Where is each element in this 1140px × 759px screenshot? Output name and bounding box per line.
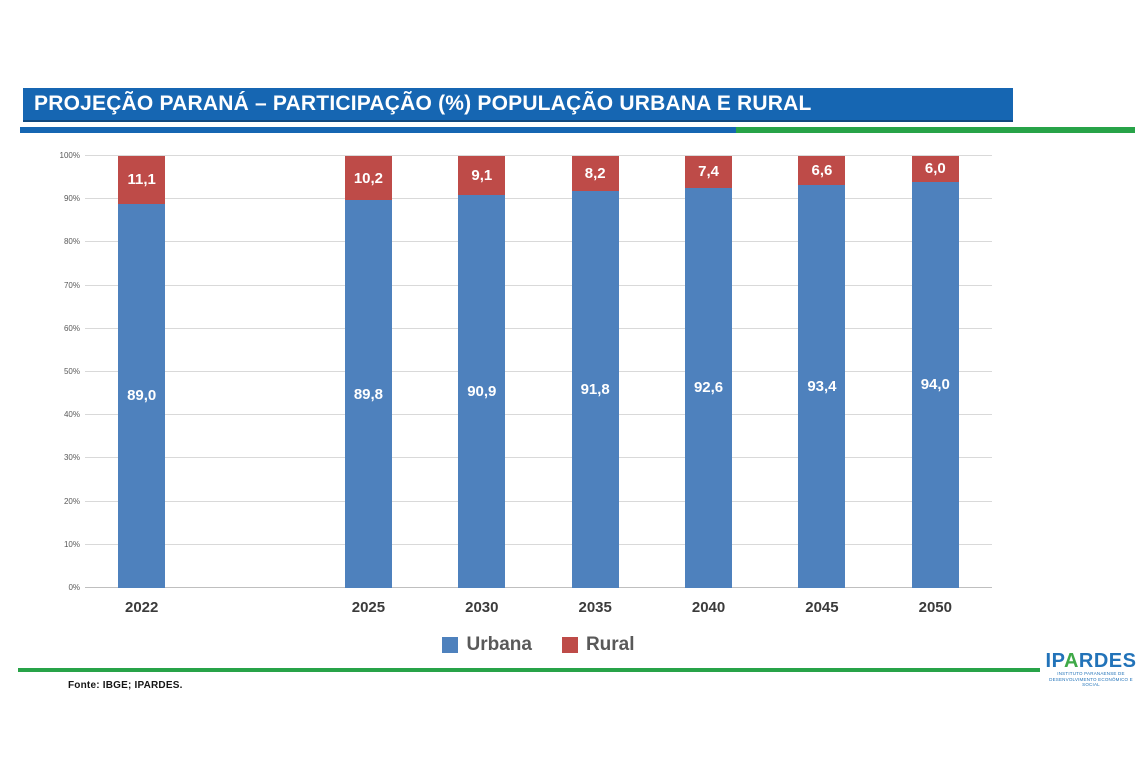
urbana-segment: 91,8 bbox=[571, 191, 619, 588]
x-axis-label: 2040 bbox=[691, 599, 726, 616]
rural-segment: 6,0 bbox=[911, 156, 959, 182]
rural-segment: 11,1 bbox=[118, 156, 166, 204]
urbana-segment: 90,9 bbox=[458, 195, 506, 588]
bar-2045: 6,6 93,4 bbox=[798, 156, 846, 588]
legend-item-rural: Rural bbox=[561, 634, 635, 656]
gridline bbox=[85, 500, 992, 502]
gridline bbox=[85, 587, 992, 588]
rural-segment: 8,2 bbox=[571, 156, 619, 192]
page-title: PROJEÇÃO PARANÁ – PARTICIPAÇÃO (%) POPUL… bbox=[34, 92, 812, 115]
rural-segment: 10,2 bbox=[344, 156, 392, 201]
urbana-value-label: 91,8 bbox=[580, 381, 610, 399]
urbana-segment: 93,4 bbox=[798, 184, 846, 588]
ipardes-logo: IPARDES INSTITUTO PARANAENSE DE DESENVOL… bbox=[1043, 650, 1139, 687]
gridline bbox=[85, 371, 992, 372]
bar-2050: 6,0 94,0 bbox=[911, 156, 959, 588]
x-axis-label: 2025 bbox=[351, 599, 386, 616]
y-axis-tick-label: 80% bbox=[63, 237, 80, 247]
urbana-segment: 89,8 bbox=[344, 200, 392, 588]
legend-item-urbana: Urbana bbox=[442, 634, 532, 656]
gridline bbox=[85, 155, 992, 156]
y-axis-tick-label: 50% bbox=[63, 367, 80, 376]
gridline bbox=[85, 198, 992, 200]
ipardes-logo-green-a: A bbox=[1063, 650, 1079, 672]
rural-value-label: 6,0 bbox=[924, 160, 946, 178]
urbana-swatch-icon bbox=[442, 637, 459, 653]
y-axis-tick-label: 100% bbox=[59, 151, 80, 160]
y-axis-tick-label: 70% bbox=[63, 280, 80, 290]
rural-value-label: 10,2 bbox=[353, 169, 384, 187]
y-axis-tick-label: 30% bbox=[63, 453, 80, 463]
y-axis-tick-label: 10% bbox=[63, 539, 80, 549]
rural-segment: 6,6 bbox=[798, 156, 846, 185]
urbana-value-label: 89,0 bbox=[127, 387, 157, 405]
urbana-value-label: 89,8 bbox=[353, 385, 384, 403]
title-underline-green bbox=[736, 127, 1135, 133]
y-axis-tick-label: 0% bbox=[68, 583, 80, 592]
gridline bbox=[85, 284, 992, 286]
urbana-value-label: 92,6 bbox=[693, 379, 724, 397]
urbana-value-label: 90,9 bbox=[467, 383, 497, 401]
y-axis-tick-label: 40% bbox=[63, 410, 80, 420]
x-axis-label: 2035 bbox=[578, 599, 612, 616]
y-axis-tick-label: 90% bbox=[63, 194, 80, 204]
bar-2022: 11,1 89,0 bbox=[118, 156, 166, 588]
footer-divider-line bbox=[18, 668, 1040, 672]
legend: Urbana Rural bbox=[85, 634, 992, 656]
x-axis-label: 2050 bbox=[918, 599, 952, 616]
ipardes-logo-tagline-1: INSTITUTO PARANAENSE DE bbox=[1057, 671, 1125, 676]
rural-segment: 9,1 bbox=[458, 156, 506, 196]
y-axis-tick-label: 60% bbox=[63, 323, 80, 333]
rural-value-label: 11,1 bbox=[127, 171, 156, 189]
rural-value-label: 6,6 bbox=[811, 161, 833, 179]
bar-2025: 10,2 89,8 bbox=[344, 156, 392, 588]
gridline bbox=[85, 414, 992, 416]
bar-2030: 9,1 90,9 bbox=[458, 156, 506, 588]
y-axis-tick-label: 20% bbox=[63, 496, 80, 506]
legend-label-urbana: Urbana bbox=[466, 634, 532, 655]
urbana-segment: 92,6 bbox=[685, 187, 733, 588]
rural-swatch-icon bbox=[561, 637, 578, 653]
source-note: Fonte: IBGE; IPARDES. bbox=[68, 680, 183, 691]
gridline bbox=[85, 327, 992, 329]
x-axis-label: 2030 bbox=[465, 599, 499, 616]
bar-2040: 7,4 92,6 bbox=[685, 156, 733, 588]
urbana-segment: 94,0 bbox=[911, 181, 959, 588]
urbana-value-label: 93,4 bbox=[807, 377, 837, 395]
gridline bbox=[85, 241, 992, 243]
urbana-segment: 89,0 bbox=[118, 203, 166, 588]
x-axis-label: 2045 bbox=[805, 599, 839, 616]
title-bar: PROJEÇÃO PARANÁ – PARTICIPAÇÃO (%) POPUL… bbox=[23, 88, 1013, 122]
rural-value-label: 9,1 bbox=[471, 167, 493, 185]
legend-label-rural: Rural bbox=[585, 634, 635, 655]
title-underline-blue bbox=[20, 127, 736, 133]
ipardes-logo-wordmark: IPARDES bbox=[1045, 650, 1137, 672]
gridline bbox=[85, 457, 992, 459]
x-axis-label: 2022 bbox=[125, 599, 159, 616]
rural-value-label: 8,2 bbox=[584, 165, 606, 183]
rural-value-label: 7,4 bbox=[698, 163, 719, 181]
urbana-value-label: 94,0 bbox=[920, 376, 950, 394]
rural-segment: 7,4 bbox=[685, 156, 733, 188]
ipardes-logo-tagline-2: DESENVOLVIMENTO ECONÔMICO E SOCIAL bbox=[1049, 677, 1133, 687]
gridline bbox=[85, 543, 992, 545]
bar-2035: 8,2 91,8 bbox=[571, 156, 619, 588]
